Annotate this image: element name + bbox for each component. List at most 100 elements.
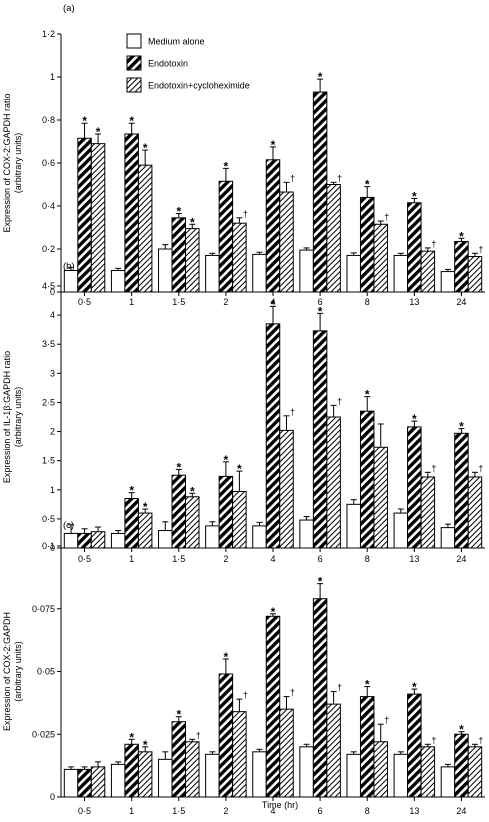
bar — [454, 432, 469, 549]
significance-mark: * — [365, 388, 370, 402]
significance-mark: † — [337, 173, 342, 183]
bar — [137, 751, 153, 798]
bar — [171, 721, 187, 798]
bar — [407, 426, 422, 549]
significance-mark: * — [412, 412, 417, 426]
x-tick-label: 1 — [129, 554, 134, 564]
x-tick-label: 4 — [270, 297, 275, 307]
significance-mark: * — [459, 229, 464, 243]
significance-mark: † — [337, 683, 342, 693]
bar — [265, 323, 281, 549]
bar — [393, 254, 409, 293]
bar — [440, 527, 456, 549]
significance-mark: * — [176, 708, 181, 722]
significance-mark: * — [237, 462, 242, 476]
bar — [63, 532, 79, 549]
y-axis-subtitle: (arbitrary units) — [13, 387, 23, 448]
y-tick-label: 3·5 — [42, 339, 55, 349]
y-tick-label: 1·5 — [42, 456, 55, 466]
panels-layer: (a) 0 0·2 0·4 0·6 0·8 1 1·2 Expression of COX-2:… — [2, 3, 485, 816]
x-tick-label: 24 — [456, 806, 466, 816]
y-tick-label: 0·025 — [32, 729, 55, 739]
x-tick-label: 6 — [318, 297, 323, 307]
bar — [346, 503, 361, 549]
bar — [359, 410, 375, 549]
significance-mark: * — [129, 484, 134, 498]
bar — [299, 519, 314, 549]
bar — [158, 530, 173, 549]
y-tick-label: 0·6 — [42, 158, 55, 168]
significance-mark: * — [412, 680, 417, 694]
bar — [252, 751, 267, 798]
x-tick-label: 8 — [365, 806, 370, 816]
y-axis-subtitle: (arbitrary units) — [13, 641, 23, 702]
significance-mark: * — [318, 575, 323, 589]
y-tick-label: 1 — [50, 485, 55, 495]
x-tick-label: 2 — [223, 554, 228, 564]
bar — [373, 223, 388, 293]
bar — [185, 496, 200, 549]
significance-mark: * — [176, 205, 181, 219]
x-tick-label: 13 — [409, 554, 419, 564]
x-tick-label: 13 — [409, 297, 419, 307]
significance-mark: † — [290, 407, 295, 417]
bar — [77, 768, 92, 798]
y-tick-label: 0 — [50, 543, 55, 553]
significance-mark: * — [224, 159, 229, 173]
y-axis-title: Expression of COX-2:GAPDH — [2, 612, 12, 731]
bar — [326, 703, 341, 798]
bar — [265, 159, 281, 293]
y-tick-label: 0·05 — [37, 667, 55, 677]
significance-mark: * — [318, 70, 323, 84]
bar — [420, 476, 436, 549]
bar — [218, 475, 234, 549]
bar — [467, 476, 483, 549]
panel-label: (a) — [63, 3, 75, 14]
bar — [373, 741, 388, 798]
y-axis-subtitle: (arbitrary units) — [13, 133, 23, 194]
legend-swatch-endo_chx — [126, 77, 142, 93]
bar — [420, 250, 436, 293]
bar — [90, 766, 106, 798]
x-tick-label: 1·5 — [172, 806, 185, 816]
bar — [158, 758, 173, 798]
bar — [407, 202, 422, 293]
bar — [252, 525, 267, 549]
bar — [279, 429, 294, 549]
bar — [205, 525, 220, 549]
bar — [124, 133, 139, 293]
significance-mark: * — [271, 605, 276, 619]
legend: Medium alone Endotoxin Endotoxin+cyclohexi… — [126, 33, 250, 93]
significance-mark: * — [271, 138, 276, 152]
significance-mark: * — [190, 484, 195, 498]
y-tick-label: 4·5 — [42, 281, 55, 291]
significance-mark: * — [190, 215, 195, 229]
x-tick-label: 1·5 — [172, 297, 185, 307]
bar — [110, 270, 126, 293]
bar — [346, 254, 361, 293]
panel-label: (c) — [63, 520, 74, 531]
bar — [124, 498, 139, 549]
y-tick-label: 0·1 — [42, 541, 55, 551]
x-tick-label: 13 — [409, 806, 419, 816]
legend-label-endo_chx: Endotoxin+cycloheximide — [148, 81, 250, 91]
x-tick-label: 2 — [223, 297, 228, 307]
y-axis-title: Expression of COX-2:GAPDH ratio — [2, 93, 12, 232]
bar — [110, 532, 126, 549]
y-tick-label: 2·5 — [42, 397, 55, 407]
bar — [279, 191, 294, 293]
y-tick-label: 0·075 — [32, 604, 55, 614]
y-tick-label: 0 — [50, 792, 55, 802]
bar — [218, 673, 234, 798]
bar — [312, 598, 328, 798]
bar — [265, 615, 281, 798]
bar — [110, 763, 126, 798]
significance-mark: * — [129, 730, 134, 744]
x-tick-label: 0·5 — [78, 806, 91, 816]
x-tick-label: 4 — [270, 806, 275, 816]
bar — [77, 137, 92, 293]
bar — [232, 491, 247, 549]
significance-mark: † — [196, 730, 201, 740]
bar — [312, 330, 328, 549]
significance-mark: † — [384, 715, 389, 725]
